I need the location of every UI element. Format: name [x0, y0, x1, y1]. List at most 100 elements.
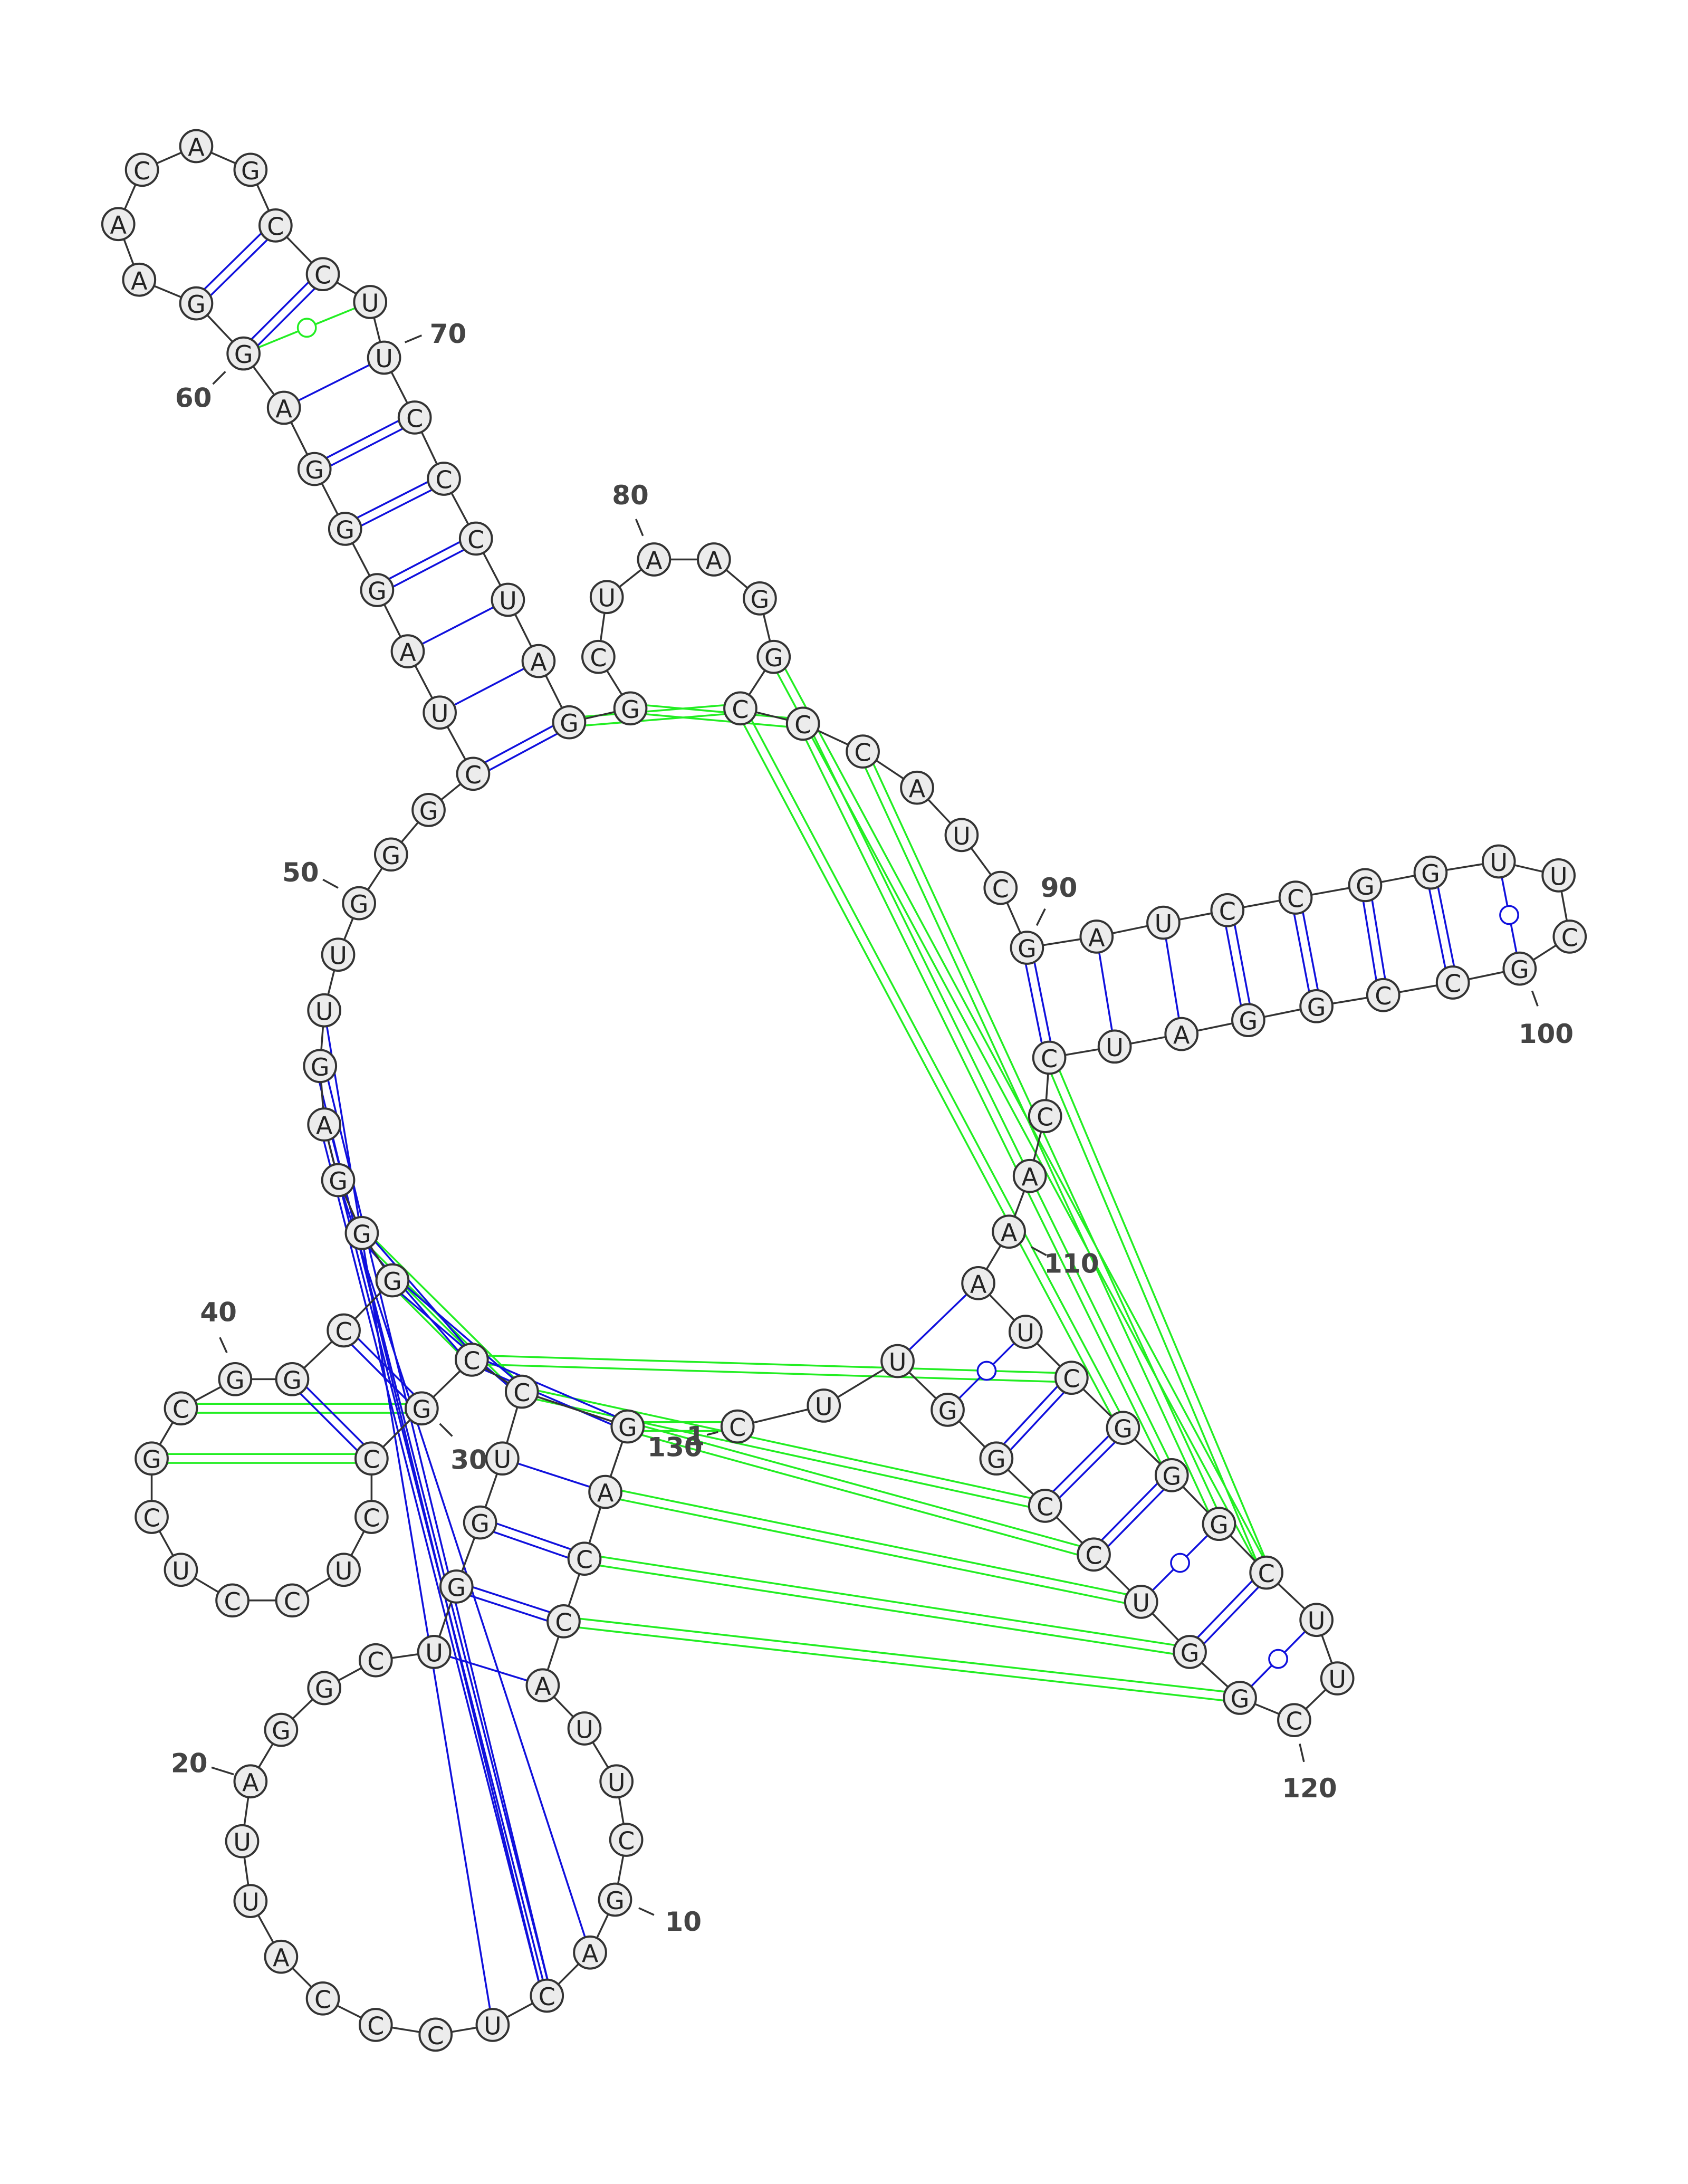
- nucleotide-letter: U: [1308, 1607, 1326, 1635]
- nucleotide: C: [418, 2017, 453, 2052]
- nucleotide-circle: [613, 691, 648, 726]
- nucleotide: G: [264, 1712, 299, 1747]
- nucleotide-letter: U: [431, 700, 449, 728]
- nucleotide-circle: [1202, 1507, 1236, 1541]
- nucleotide-circle: [983, 870, 1018, 905]
- backbone-layer: [117, 145, 1571, 2036]
- nucleotide: G: [1348, 868, 1383, 903]
- nucleotide-circle: [743, 581, 777, 616]
- nucleotide-circle: [179, 286, 214, 321]
- nucleotide-letter: A: [1021, 1163, 1038, 1191]
- nucleotide-letter: C: [133, 157, 150, 185]
- nucleotide-circle: [521, 644, 556, 678]
- nucleotide-letter: A: [909, 774, 926, 803]
- canonical-pair-line: [1425, 873, 1450, 984]
- canonical-pair-line: [897, 1282, 979, 1362]
- nucleotide-letter: A: [242, 1768, 259, 1797]
- nucleotide: U: [567, 1711, 602, 1746]
- nucleotide-circle: [1028, 1099, 1062, 1134]
- nucleotide: U: [327, 1553, 361, 1587]
- nucleotide-letter: U: [375, 344, 393, 373]
- nucleotide: C: [1028, 1489, 1062, 1523]
- nucleotide-circle: [846, 734, 880, 769]
- nucleotide-circle: [525, 1668, 560, 1703]
- nucleotide-letter: C: [1258, 1559, 1275, 1588]
- nucleotide-circle: [491, 582, 525, 617]
- nucleotide-circle: [1146, 905, 1181, 940]
- nucleotide-circle: [609, 1823, 644, 1857]
- nucleotide-letter: C: [1287, 885, 1304, 913]
- nucleotide-letter: U: [1016, 1319, 1034, 1347]
- canonical-pair-line: [340, 1333, 419, 1412]
- position-number-label: 70: [430, 319, 467, 349]
- nucleotide-letter: C: [1041, 1045, 1058, 1073]
- nucleotide-letter: G: [335, 515, 354, 544]
- nucleotide-letter: U: [425, 1639, 443, 1667]
- nucleotide-letter: G: [1510, 955, 1529, 984]
- nucleotide-circle: [697, 542, 731, 577]
- nucleotide-letter: G: [419, 797, 438, 825]
- nucleotide-circle: [573, 1935, 607, 1970]
- nucleotide-letter: A: [273, 1943, 290, 1972]
- nucleotide: G: [1231, 1003, 1265, 1038]
- nucleotide: C: [456, 756, 491, 791]
- nucleotide-letter: C: [284, 1587, 301, 1616]
- canonical-pair-line: [1192, 1575, 1270, 1656]
- nucleotide: C: [1277, 1703, 1311, 1738]
- nucleotide-letter: U: [329, 942, 347, 970]
- tertiary-interaction-line: [585, 1553, 1191, 1649]
- tertiary-interaction-line: [583, 1562, 1190, 1658]
- nucleotide-letter: C: [1375, 982, 1392, 1010]
- nucleotide: A: [573, 1935, 607, 1970]
- nucleotide-letter: G: [383, 1267, 402, 1296]
- nucleotide-letter: U: [953, 822, 971, 850]
- canonical-pair-line: [1096, 1478, 1176, 1558]
- nucleotide: G: [1223, 1681, 1257, 1715]
- nucleotide: G: [342, 886, 376, 921]
- nucleotide-letter: G: [1210, 1511, 1229, 1539]
- nucleotide-letter: U: [889, 1348, 907, 1376]
- nucleotide: C: [327, 1313, 361, 1348]
- nucleotide-letter: A: [1173, 1021, 1190, 1049]
- nucleotide: G: [1413, 855, 1448, 890]
- nucleotide-circle: [124, 152, 159, 187]
- nucleotide-circle: [1106, 1411, 1140, 1445]
- nucleotide-circle: [411, 793, 446, 827]
- nucleotide: G: [344, 1216, 379, 1250]
- nucleotide: U: [367, 340, 401, 375]
- tertiary-interaction-line: [606, 1487, 1143, 1598]
- nucleotide-circle: [610, 1409, 645, 1444]
- nucleotide-letter: G: [283, 1366, 302, 1394]
- nucleotide-letter: C: [1561, 923, 1578, 952]
- nucleotide: U: [589, 580, 624, 615]
- wobble-pair-marker: [976, 1361, 997, 1381]
- tertiary-interaction-line: [522, 1386, 1047, 1502]
- nucleotide: U: [1541, 858, 1576, 893]
- nucleotide-circle: [164, 1553, 198, 1587]
- nucleotide-letter: C: [314, 261, 331, 290]
- number-tick: [687, 1434, 699, 1440]
- nucleotide-circle: [1010, 931, 1044, 965]
- nucleotide-letter: U: [242, 1888, 260, 1917]
- nucleotide: C: [723, 691, 757, 726]
- nucleotide-circle: [1435, 965, 1470, 1000]
- nucleotide: G: [552, 705, 587, 740]
- nucleotide: C: [164, 1391, 198, 1426]
- nucleotide-letter: G: [1421, 859, 1440, 888]
- position-number-label: 130: [647, 1432, 702, 1463]
- nucleotide-circle: [1277, 1703, 1311, 1738]
- nucleotide-circle: [961, 1266, 995, 1300]
- nucleotide-circle: [1077, 1537, 1111, 1572]
- nucleotide-circle: [423, 695, 457, 730]
- nucleotide: G: [743, 581, 777, 616]
- nucleotide: G: [1010, 931, 1044, 965]
- tertiary-interaction-layer: [151, 654, 1272, 1703]
- canonical-pair-line: [481, 1517, 587, 1556]
- nucleotide: A: [697, 542, 731, 577]
- canonical-pair-line: [312, 413, 414, 466]
- nucleotide: G: [303, 1049, 338, 1084]
- nucleotide: C: [358, 1643, 393, 1678]
- nucleotide-letter: G: [305, 456, 324, 484]
- nucleotide-letter: A: [399, 638, 416, 667]
